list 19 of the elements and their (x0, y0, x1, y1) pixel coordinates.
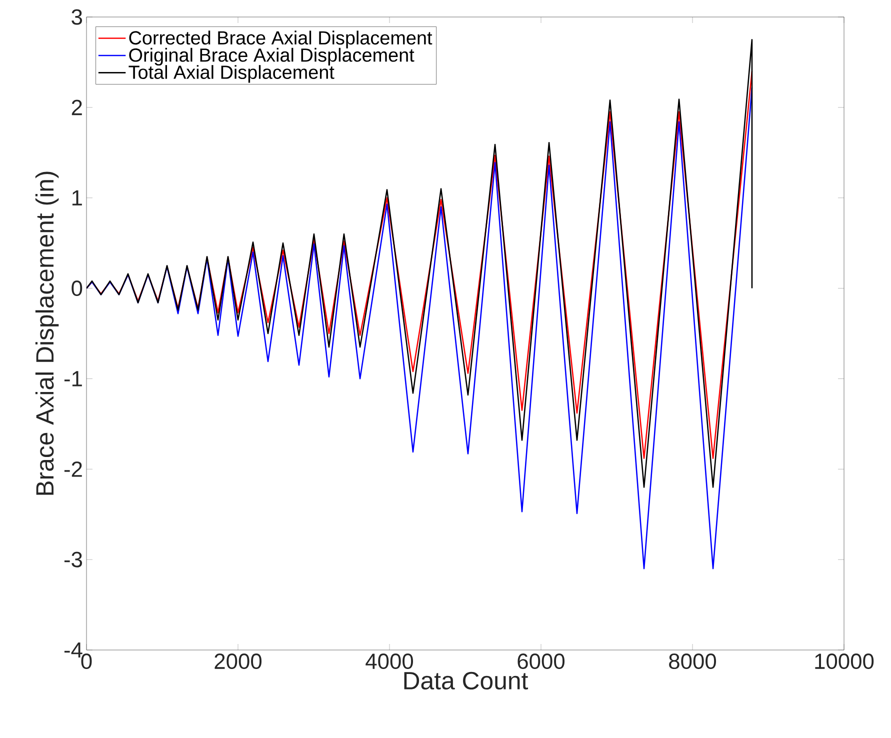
legend-label: Corrected Brace Axial Displacement (129, 30, 432, 48)
y-tick-label: 1 (72, 190, 82, 206)
y-axis-title: Brace Axial Displacement (in) (35, 172, 59, 495)
legend-label: Total Axial Displacement (128, 65, 334, 83)
y-tick-label: -1 (64, 371, 82, 386)
x-tick-label: 8000 (669, 654, 716, 670)
x-tick-label: 4000 (366, 654, 414, 670)
line-series (86, 86, 753, 570)
y-tick-label: 2 (72, 100, 82, 116)
y-tick-label: 3 (72, 9, 82, 25)
x-axis-title: Data Count (404, 672, 528, 690)
x-tick-label: 6000 (518, 654, 565, 670)
legend-label: Original Brace Axial Displacement (129, 48, 414, 66)
y-tick-label: -2 (64, 461, 82, 477)
y-tick-label: -3 (64, 552, 82, 568)
y-tick-label: -4 (64, 642, 82, 658)
x-tick-label: 2000 (214, 654, 262, 670)
y-tick-label: 0 (72, 280, 82, 296)
x-tick-label: 10000 (815, 654, 874, 670)
